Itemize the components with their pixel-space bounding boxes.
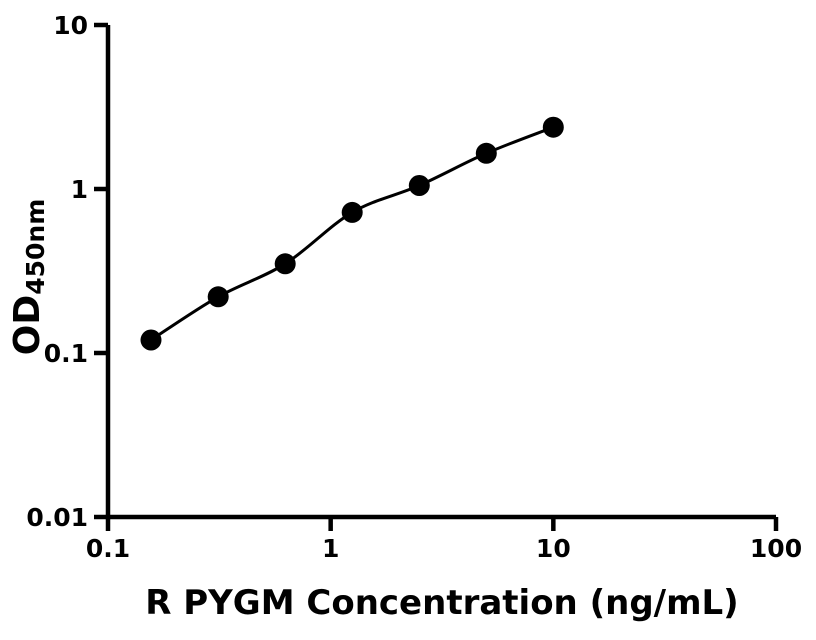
y-tick-label-0.1: 0.1 [44, 339, 88, 368]
x-tick-label-0.1: 0.1 [86, 534, 130, 563]
y-tick-label-10: 10 [53, 11, 88, 40]
x-axis-title: R PYGM Concentration (ng/mL) [145, 583, 739, 623]
data-point-1.25 [341, 201, 363, 223]
x-tick-label-1: 1 [322, 534, 339, 563]
data-point-10 [542, 116, 564, 138]
y-axis-title-main: OD [7, 294, 48, 356]
y-axis-title: OD 450nm [6, 197, 50, 357]
data-point-0.156 [140, 329, 162, 351]
x-tick-label-10: 10 [536, 534, 571, 563]
data-point-2.5 [408, 175, 430, 196]
data-point-0.3125 [207, 286, 229, 308]
data-point-5 [475, 142, 497, 164]
y-axis-title-sub: 450nm [21, 198, 50, 295]
y-tick-label-0.01: 0.01 [26, 503, 88, 532]
data-point-0.625 [274, 253, 296, 275]
x-tick-label-100: 100 [750, 534, 802, 563]
y-tick-label-1: 1 [71, 175, 88, 204]
